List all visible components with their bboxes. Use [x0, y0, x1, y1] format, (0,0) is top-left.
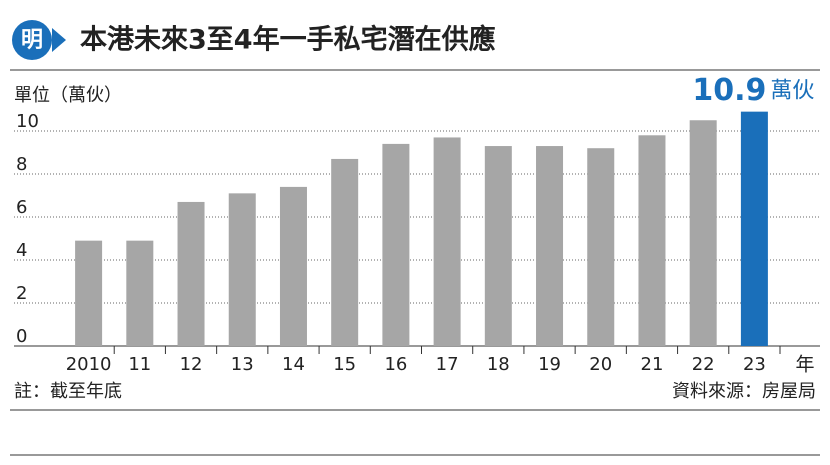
y-tick-label: 2	[16, 283, 27, 304]
x-tick-label: 20	[589, 354, 612, 375]
x-tick-label: 15	[333, 354, 356, 375]
bar	[382, 143, 410, 346]
y-axis-label: 單位（萬伙）	[14, 85, 122, 106]
logo-circle	[12, 20, 52, 60]
x-tick-label: 16	[384, 354, 407, 375]
x-tick-label: 13	[231, 354, 254, 375]
source: 資料來源：房屋局	[672, 381, 816, 402]
y-tick-label: 10	[16, 111, 39, 132]
bar	[433, 137, 461, 346]
y-tick-label: 8	[16, 154, 27, 175]
bar	[177, 201, 205, 346]
bar	[228, 193, 256, 346]
y-tick-label: 0	[16, 326, 27, 347]
x-tick-label: 11	[128, 354, 151, 375]
bar	[638, 135, 666, 346]
x-tick-label: 2010	[66, 354, 112, 375]
bar	[75, 240, 103, 346]
y-tick-label: 6	[16, 197, 27, 218]
x-tick-label: 23	[743, 354, 766, 375]
note: 註：截至年底	[14, 381, 122, 402]
x-tick-label: 17	[436, 354, 459, 375]
bar	[740, 111, 768, 347]
bar	[587, 148, 615, 346]
bar	[689, 120, 717, 346]
bar	[279, 186, 307, 346]
x-unit: 年	[795, 354, 814, 376]
bar	[536, 146, 564, 346]
bar	[484, 146, 512, 346]
x-tick-label: 12	[180, 354, 203, 375]
y-tick-label: 4	[16, 240, 27, 261]
chart-title: 本港未來3至4年一手私宅潛在供應	[80, 24, 496, 56]
x-tick-label: 18	[487, 354, 510, 375]
logo: 明	[21, 28, 43, 53]
bar	[331, 158, 359, 346]
x-tick-label: 22	[692, 354, 715, 375]
value-label: 10.9	[692, 73, 766, 108]
bar	[126, 240, 154, 346]
x-tick-label: 19	[538, 354, 561, 375]
x-tick-label: 14	[282, 354, 305, 375]
x-tick-label: 21	[641, 354, 664, 375]
logo-arrow	[52, 28, 66, 52]
value-label-unit: 萬伙	[770, 79, 814, 104]
